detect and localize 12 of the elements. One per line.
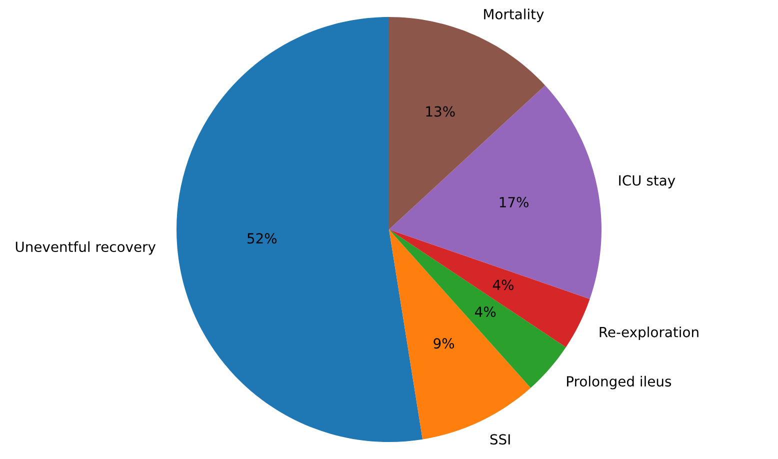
data-label: 52% (248, 233, 277, 244)
slice-label: Prolonged ileus (567, 376, 672, 390)
data-label: 4% (492, 280, 514, 290)
slice-label: Uneventful recovery (16, 241, 156, 255)
data-label: 13% (426, 106, 455, 117)
data-label: 17% (500, 196, 528, 208)
slice-label: Re-exploration (600, 326, 698, 340)
data-label: 4% (475, 306, 496, 318)
slice-label: Mortality (484, 8, 544, 22)
slice-label: ICU stay (619, 175, 676, 188)
data-label: 9% (434, 338, 454, 349)
slice-label: SSI (490, 434, 510, 445)
